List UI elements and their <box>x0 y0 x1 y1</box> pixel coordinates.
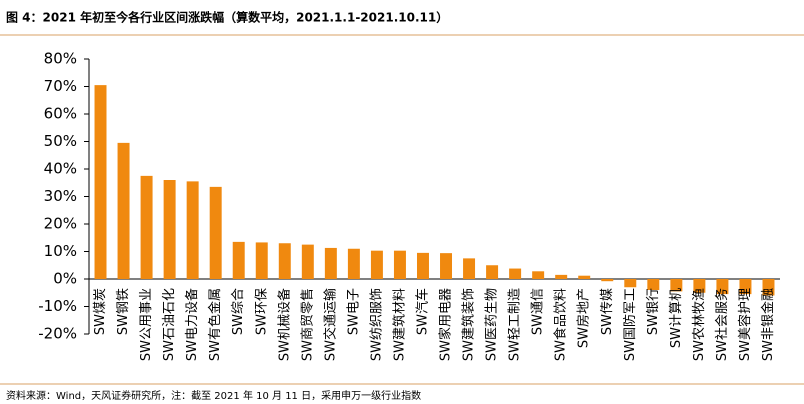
x-tick-label: SW煤炭 <box>93 288 108 335</box>
bar <box>324 247 337 279</box>
bar <box>601 279 614 282</box>
x-tick-label: SW银行 <box>646 288 661 335</box>
x-tick-label: SW机械设备 <box>276 288 292 361</box>
bar <box>232 241 245 279</box>
x-tick-label: SW美容护理 <box>737 288 753 361</box>
bar <box>463 258 476 279</box>
x-tick-label: SW有色金属 <box>207 288 223 361</box>
x-tick-label: SW房地产 <box>576 288 592 348</box>
x-tick-label: SW社会服务 <box>714 288 730 361</box>
bar <box>94 85 107 279</box>
y-tick-label: -10% <box>38 297 77 315</box>
x-tick-label: SW轻工制造 <box>508 288 523 361</box>
source-note: 资料来源：Wind，天风证券研究所，注：截至 2021 年 10 月 11 日，… <box>6 389 421 402</box>
y-tick-label: 10% <box>44 242 77 260</box>
x-tick-label: SW农林牧渔 <box>692 288 707 361</box>
x-tick-label: SW石油石化 <box>162 288 177 361</box>
bar <box>739 279 752 295</box>
bar <box>486 265 499 279</box>
x-tick-label: SW环保 <box>254 288 269 335</box>
bar <box>647 279 660 290</box>
x-tick-label: SW非银金融 <box>760 288 776 361</box>
chart-title: 图 4：2021 年初至今各行业区间涨跌幅（算数平均，2021.1.1-2021… <box>6 10 448 25</box>
bar <box>301 244 314 279</box>
y-tick-label: 70% <box>44 77 77 95</box>
x-tick-label: SW电子 <box>346 288 361 335</box>
y-tick-label: 0% <box>53 270 77 288</box>
bar <box>393 250 406 279</box>
bar <box>255 242 268 279</box>
bar <box>509 268 522 279</box>
bar <box>416 252 429 279</box>
x-tick-label: SW国防军工 <box>622 288 638 361</box>
x-tick-label: SW纺织服饰 <box>369 288 384 361</box>
bar <box>670 279 683 292</box>
bar <box>532 271 545 279</box>
bar <box>555 274 568 279</box>
x-tick-label: SW计算机 <box>669 288 684 348</box>
x-tick-label: SW商贸零售 <box>299 288 315 361</box>
x-tick-label: SW公用事业 <box>139 288 154 361</box>
bar <box>209 186 222 279</box>
y-tick-label: 50% <box>44 132 77 150</box>
bar <box>624 279 637 288</box>
bar <box>440 253 453 279</box>
x-tick-label: SW汽车 <box>414 288 430 335</box>
y-tick-label: 60% <box>44 105 77 123</box>
bar <box>278 243 291 279</box>
x-tick-label: SW食品饮料 <box>553 288 569 361</box>
x-tick-label: SW交通运输 <box>322 288 338 361</box>
bar <box>163 180 176 279</box>
x-tick-label: SW建筑材料 <box>391 288 407 361</box>
x-tick-label: SW钢铁 <box>116 288 131 335</box>
x-tick-label: SW通信 <box>531 288 546 335</box>
x-tick-label: SW医药生物 <box>485 288 500 361</box>
bar <box>117 142 130 279</box>
y-tick-label: 20% <box>44 215 77 233</box>
x-tick-label: SW电力设备 <box>184 288 200 361</box>
bar <box>370 250 383 279</box>
bar <box>578 275 591 279</box>
bar <box>140 175 153 279</box>
bar <box>186 181 199 279</box>
y-tick-label: 40% <box>44 160 77 178</box>
x-tick-label: SW建筑装饰 <box>461 288 477 361</box>
bar <box>762 279 775 296</box>
x-tick-label: SW传媒 <box>600 288 615 335</box>
y-tick-label: 30% <box>44 187 77 205</box>
bar <box>347 248 360 279</box>
bar <box>693 279 706 293</box>
bar <box>716 279 729 295</box>
x-tick-label: SW家用电器 <box>438 288 454 361</box>
x-tick-label: SW综合 <box>231 288 246 335</box>
y-tick-label: 80% <box>44 50 77 68</box>
y-tick-label: -20% <box>38 325 77 343</box>
